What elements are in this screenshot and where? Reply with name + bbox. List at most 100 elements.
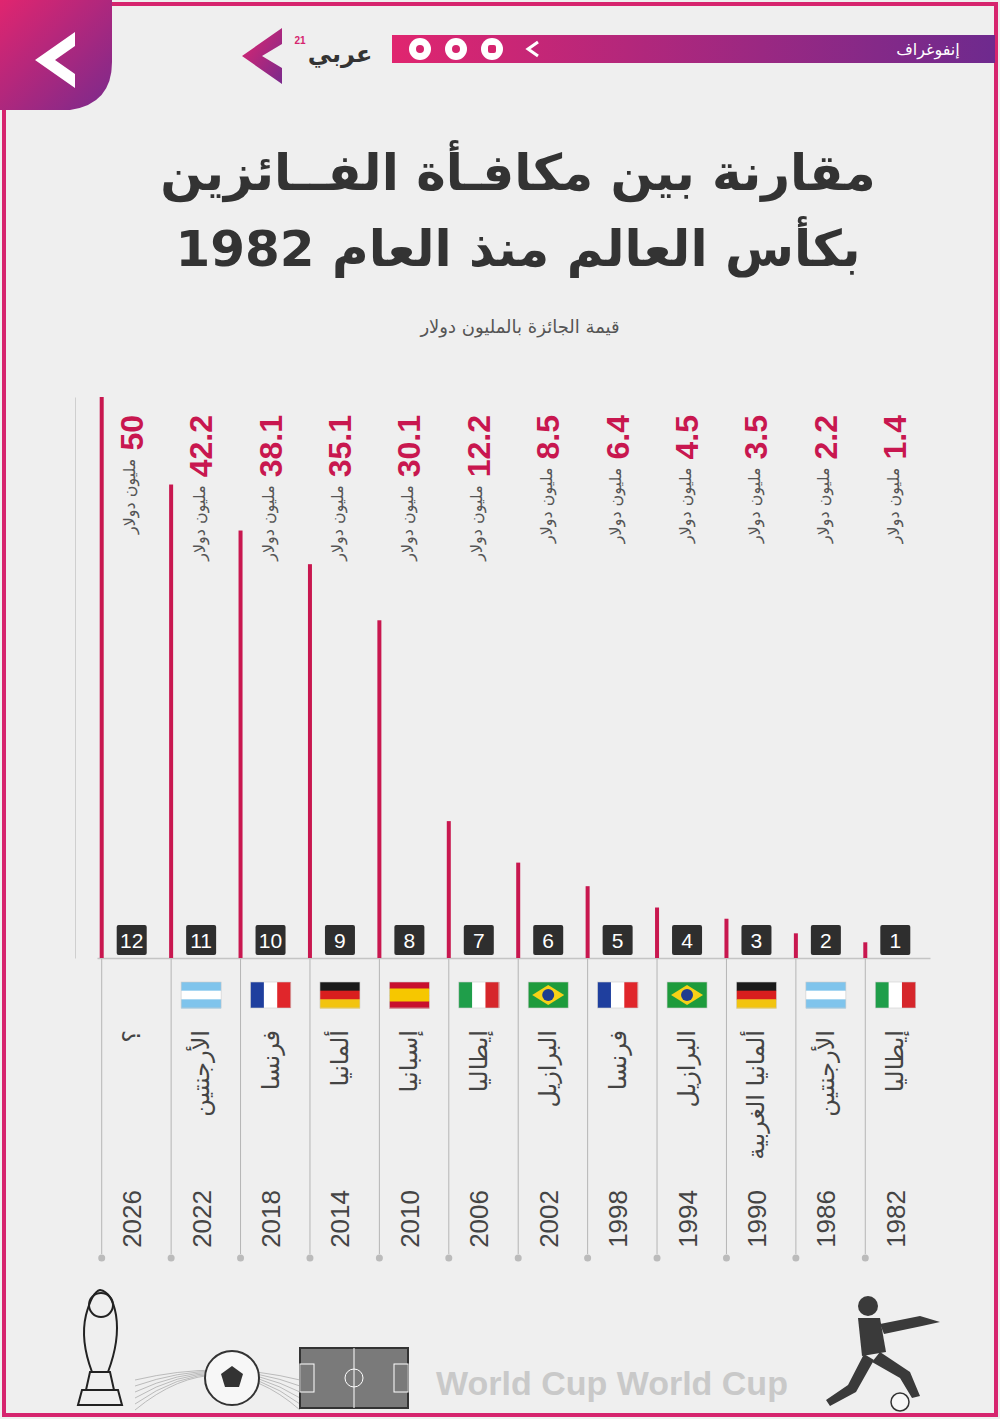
social-icon[interactable] <box>481 38 503 60</box>
index-box <box>672 925 702 955</box>
header-bar <box>392 35 995 63</box>
field-line <box>354 1348 355 1408</box>
guide-dot <box>376 1255 383 1262</box>
field-circle <box>345 1369 363 1387</box>
flag-part <box>806 991 846 1000</box>
index-label: 2 <box>820 929 832 952</box>
x-tick-label: 1990 <box>742 1190 772 1248</box>
corner-logo-mark <box>35 32 75 88</box>
flag-part <box>459 982 473 1008</box>
flag-part <box>681 989 693 1001</box>
guide-dot <box>792 1255 799 1262</box>
guide-line <box>587 958 588 1254</box>
page: عربي21إنفوغرافمقارنة بين مكافـأة الفــائ… <box>0 0 1000 1419</box>
footer-text: World Cup World Cup <box>436 1364 788 1402</box>
flag <box>667 982 707 1008</box>
x-tick: 1990 <box>742 1190 772 1248</box>
flag-part <box>598 982 612 1008</box>
index-label: 12 <box>120 929 143 952</box>
data-label: 38.1 <box>253 415 289 477</box>
index-box <box>256 925 286 955</box>
index-box <box>811 925 841 955</box>
guide-dot <box>98 1255 105 1262</box>
flag-part <box>611 982 625 1008</box>
flag-part <box>902 982 916 1008</box>
flag <box>320 982 360 1009</box>
flag-part <box>736 982 776 991</box>
guide-line <box>518 958 519 1254</box>
index-label: 10 <box>259 929 282 952</box>
flag-part <box>389 982 429 989</box>
bar <box>724 919 728 958</box>
flag <box>806 982 846 1009</box>
bar <box>239 531 243 958</box>
index-box <box>741 925 771 955</box>
flag-border <box>598 982 638 1008</box>
flag-border <box>459 982 499 1008</box>
data-label: 4.5 <box>669 415 705 459</box>
x-axis: 1982198619901994199820022006201020142018… <box>98 959 931 1248</box>
bar <box>794 933 798 958</box>
flag-part <box>472 982 486 1008</box>
player <box>826 1296 940 1406</box>
header-tag: إنفوغراف <box>896 40 959 60</box>
index-label: 6 <box>542 929 554 952</box>
social-icon[interactable] <box>445 38 467 60</box>
index-label: 9 <box>334 929 346 952</box>
flag <box>251 982 292 1008</box>
flag-border <box>667 982 707 1008</box>
winner-label: فرنسا <box>257 1030 285 1090</box>
index-label: 7 <box>473 929 485 952</box>
winner-label: إيطاليا <box>465 1030 494 1092</box>
guide-line <box>240 958 241 1254</box>
flag <box>875 982 915 1008</box>
unit-label: مليون دولار <box>606 468 626 545</box>
field-box <box>300 1364 314 1392</box>
index-box <box>603 925 633 955</box>
flag-part <box>485 982 499 1008</box>
unit-label: مليون دولار <box>676 467 696 544</box>
field <box>300 1348 408 1408</box>
guide-dot <box>515 1255 522 1262</box>
index-box <box>186 925 216 955</box>
flag-part <box>264 982 278 1008</box>
winner-label: الأرجنتين <box>811 1030 840 1117</box>
winner-label: ألمانيا الغربية <box>740 1030 770 1160</box>
flag-part <box>389 989 429 996</box>
unit-label: مليون دولار <box>259 485 279 562</box>
flag-border <box>528 982 568 1008</box>
guide-dot <box>306 1255 313 1262</box>
flag-border <box>389 982 429 1008</box>
flag-part <box>389 995 429 1002</box>
flag <box>598 982 639 1008</box>
flag-border <box>736 982 776 1008</box>
unit-label: مليون دولار <box>467 485 487 562</box>
winner-label: ؟ <box>118 1030 146 1043</box>
bars <box>100 397 868 958</box>
guide-dot <box>237 1255 244 1262</box>
unit-label: مليون دولار <box>884 468 904 545</box>
guide-dot <box>168 1255 175 1262</box>
bar <box>308 564 312 958</box>
x-tick-label: 2010 <box>395 1190 425 1248</box>
bar <box>169 485 173 958</box>
social-icon-glyph <box>452 45 460 53</box>
flag <box>389 982 429 1009</box>
bar <box>516 863 520 958</box>
flag-part <box>320 991 360 1000</box>
index-label: 4 <box>681 929 693 952</box>
flag-part <box>736 999 776 1008</box>
social-icon[interactable] <box>409 38 431 60</box>
flag-border <box>320 982 360 1008</box>
index-box <box>325 925 355 955</box>
unit-label: مليون دولار <box>328 485 348 562</box>
winner-label: إيطاليا <box>881 1030 910 1092</box>
bar <box>586 886 590 958</box>
unit-label: مليون دولار <box>190 485 210 562</box>
flag-part <box>806 999 846 1008</box>
player-head <box>858 1296 878 1316</box>
x-tick: 1986 <box>811 1190 841 1248</box>
index-label: 3 <box>751 929 763 952</box>
corner-logo <box>0 0 112 110</box>
x-tick: 1998 <box>603 1190 633 1248</box>
